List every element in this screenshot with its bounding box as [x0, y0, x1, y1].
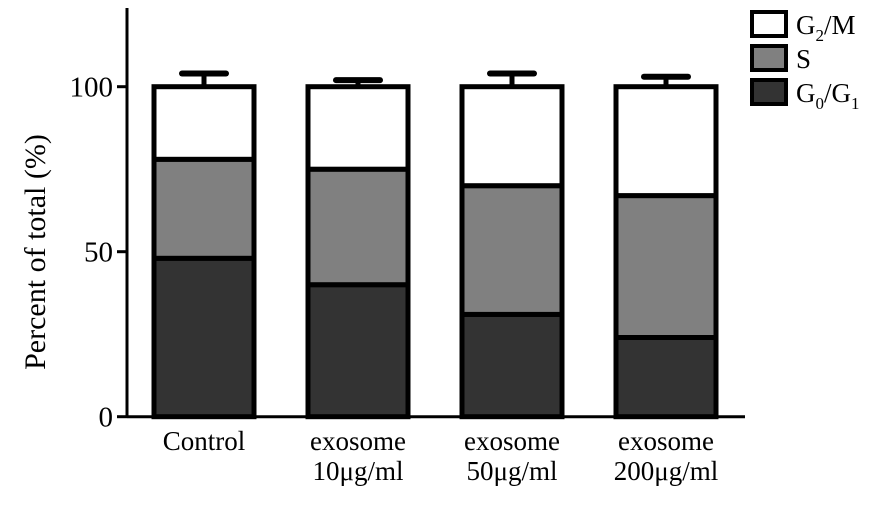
axes-group: Control exosome10μg/mlexosome50μg/mlexoso…: [70, 8, 745, 486]
y-tick-label: 100: [70, 72, 114, 104]
legend-swatch-G0/G1: [750, 78, 788, 106]
bar-segment-G0/G1: [613, 335, 719, 420]
bar-segment-G2/M: [459, 84, 565, 189]
legend-label: S: [796, 44, 811, 74]
bar-segment-S: [151, 156, 257, 261]
x-tick-label: exosome: [464, 426, 560, 456]
x-tick-label: 200μg/ml: [614, 456, 718, 486]
legend-swatch-S: [750, 44, 788, 72]
bar-segment-S: [305, 166, 411, 288]
x-tick-label: 50μg/ml: [467, 456, 558, 486]
y-tick-label: 0: [99, 402, 114, 434]
legend-label: G0/G1: [796, 78, 860, 113]
bar-segment-G2/M: [305, 84, 411, 172]
x-tick-label: exosome: [310, 426, 406, 456]
bar-segment-G0/G1: [459, 311, 565, 420]
x-tick-label: 10μg/ml: [313, 456, 404, 486]
bar-segment-G0/G1: [305, 282, 411, 420]
legend-label: G2/M: [796, 10, 856, 45]
bars-group: [151, 70, 719, 420]
bar-segment-G2/M: [613, 84, 719, 199]
x-tick-label: Control: [163, 426, 246, 456]
bar-segment-S: [613, 193, 719, 340]
bar-segment-G2/M: [151, 84, 257, 162]
legend: G2/MS G0/G1: [750, 10, 860, 113]
y-axis-label: Percent of total (%): [19, 134, 52, 370]
y-tick-label: 50: [84, 237, 113, 269]
bar-segment-S: [459, 183, 565, 317]
legend-swatch-G2/M: [750, 10, 788, 38]
bar-segment-G0/G1: [151, 255, 257, 420]
x-tick-label: exosome: [618, 426, 714, 456]
